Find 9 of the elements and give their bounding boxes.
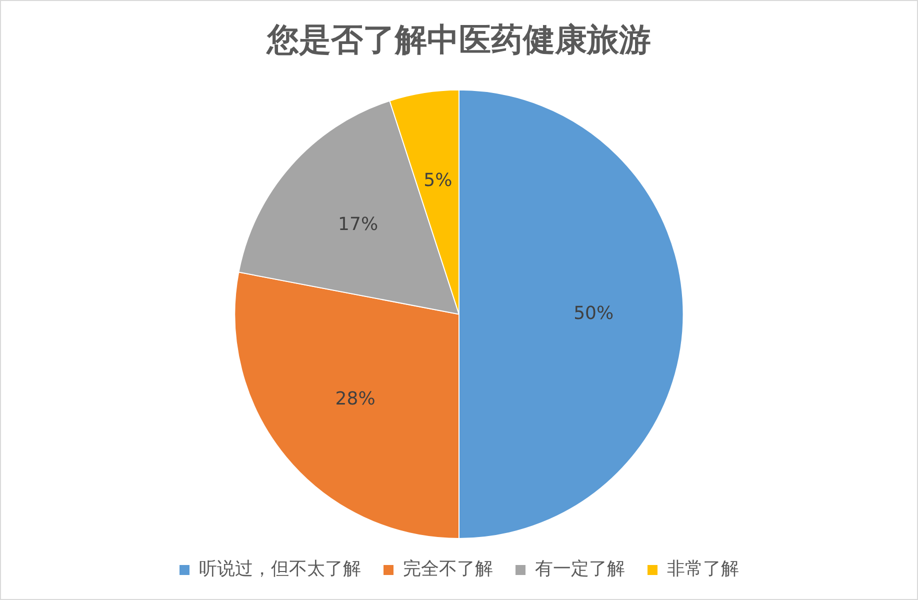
legend-label: 听说过，但不太了解 xyxy=(199,558,361,580)
legend-label: 有一定了解 xyxy=(535,558,625,580)
data-label: 50% xyxy=(574,302,614,324)
legend-label: 完全不了解 xyxy=(403,558,493,580)
legend-label: 非常了解 xyxy=(667,558,739,580)
data-label: 17% xyxy=(338,214,378,235)
data-label: 28% xyxy=(335,388,376,410)
chart-title: 您是否了解中医药健康旅游 xyxy=(265,20,651,59)
data-label: 5% xyxy=(424,170,452,191)
